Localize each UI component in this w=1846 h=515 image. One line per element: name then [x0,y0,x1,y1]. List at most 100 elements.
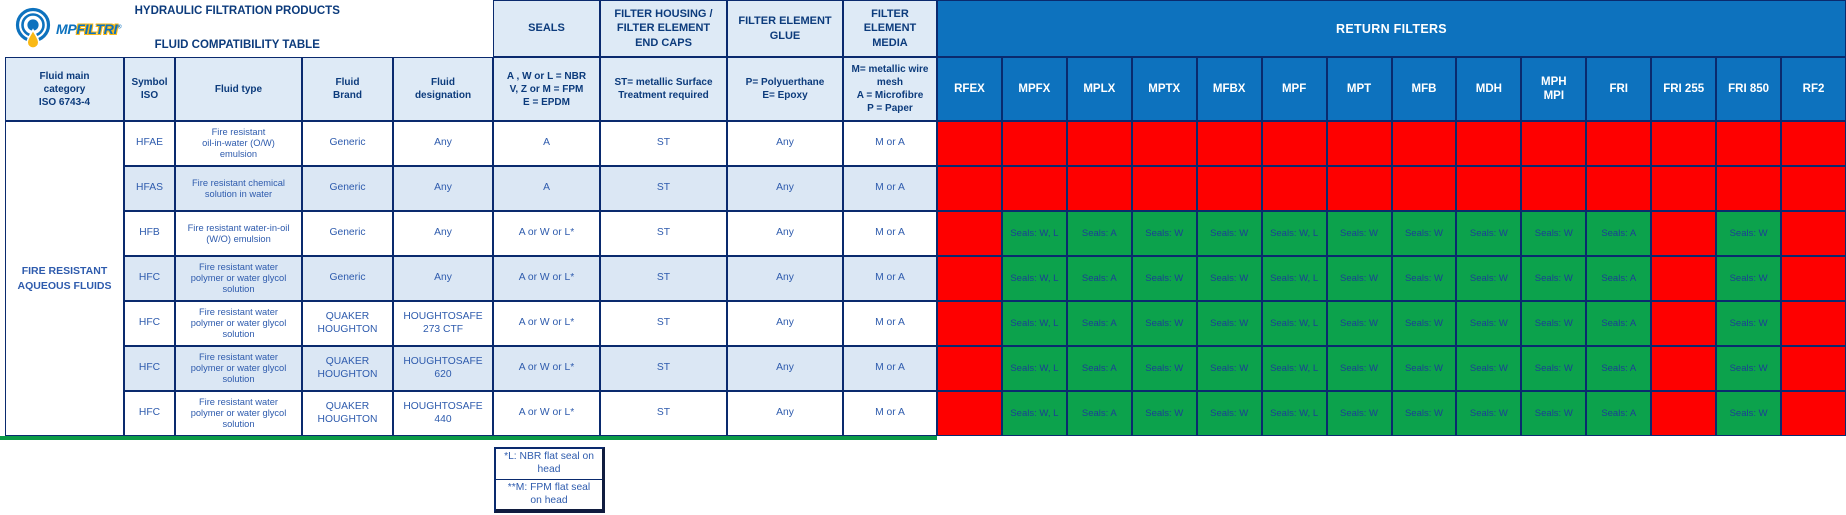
compatibility-cell-compatible: Seals: W [1716,256,1782,301]
compatibility-cell-compatible: Seals: W [1131,211,1197,256]
compatibility-cell-compatible: Seals: A [1066,301,1132,346]
compatibility-cell-compatible: Seals: A [1066,391,1132,436]
cell-media: M or A [843,256,937,301]
column-header-symbol-iso: Symbol ISO [124,57,175,121]
cell-seals: A or W or L* [493,211,600,256]
compatibility-cell-incompatible [937,301,1002,346]
compatibility-cell-compatible: Seals: W [1456,256,1522,301]
compatibility-cell-incompatible [1716,166,1782,211]
compatibility-cell-incompatible [1261,121,1327,166]
compatibility-cell-compatible: Seals: W [1391,391,1457,436]
title-area: MPFILTRI® HYDRAULIC FILTRATION PRODUCTS … [5,0,493,57]
compatibility-cell-incompatible [1001,121,1067,166]
cell-symbol: HFB [124,211,175,256]
compatibility-cell-incompatible [1781,121,1846,166]
compatibility-cell-compatible: Seals: A [1066,256,1132,301]
compatibility-cell-incompatible [1066,121,1132,166]
compatibility-cell-incompatible [1456,166,1522,211]
title-line-2: FLUID COMPATIBILITY TABLE [154,39,320,51]
cell-media: M or A [843,391,937,436]
compatibility-cell-incompatible [1326,121,1392,166]
compatibility-cell-incompatible [937,391,1002,436]
cell-designation: HOUGHTOSAFE 620 [393,346,493,391]
compatibility-cell-compatible: Seals: W [1196,391,1262,436]
cell-brand: Generic [302,256,393,301]
filter-column-header-mdh: MDH [1456,57,1522,121]
cell-end-caps: ST [600,121,727,166]
compatibility-cell-incompatible [1066,166,1132,211]
cell-fluid-type: Fire resistant water polymer or water gl… [175,391,302,436]
compatibility-cell-compatible: Seals: A [1586,211,1652,256]
compatibility-cell-compatible: Seals: W [1521,346,1587,391]
cell-glue: Any [727,391,843,436]
filter-column-header-fri-850: FRI 850 [1716,57,1782,121]
compatibility-cell-compatible: Seals: W, L [1261,346,1327,391]
cell-symbol: HFAE [124,121,175,166]
compatibility-cell-compatible: Seals: W [1521,211,1587,256]
compatibility-cell-compatible: Seals: W [1716,391,1782,436]
compatibility-cell-compatible: Seals: W, L [1261,391,1327,436]
compatibility-cell-compatible: Seals: W, L [1001,391,1067,436]
compatibility-cell-compatible: Seals: A [1066,346,1132,391]
compatibility-cell-incompatible [937,166,1002,211]
cell-fluid-type: Fire resistant water polymer or water gl… [175,256,302,301]
cell-symbol: HFC [124,256,175,301]
mp-filtri-logo-icon [15,7,51,49]
cell-glue: Any [727,256,843,301]
footnote-nbr: *L: NBR flat seal on head [504,451,594,475]
compatibility-cell-compatible: Seals: W [1196,346,1262,391]
cell-brand: QUAKER HOUGHTON [302,391,393,436]
compatibility-cell-compatible: Seals: W, L [1001,256,1067,301]
cell-glue: Any [727,346,843,391]
compatibility-cell-incompatible [1586,166,1652,211]
cell-seals: A or W or L* [493,301,600,346]
footnote-fpm: **M: FPM flat seal on head [496,478,602,510]
compatibility-cell-incompatible [937,346,1002,391]
column-header-category: Fluid main category ISO 6743-4 [5,57,124,121]
compatibility-cell-compatible: Seals: A [1066,211,1132,256]
compatibility-cell-compatible: Seals: W [1391,346,1457,391]
cell-media: M or A [843,121,937,166]
compatibility-cell-incompatible [1651,346,1717,391]
cell-designation: Any [393,166,493,211]
compatibility-cell-compatible: Seals: A [1586,256,1652,301]
compatibility-cell-incompatible [1651,211,1717,256]
cell-designation: Any [393,121,493,166]
compatibility-cell-compatible: Seals: W, L [1001,346,1067,391]
filter-column-header-rfex: RFEX [937,57,1002,121]
compatibility-cell-incompatible [1651,391,1717,436]
compatibility-cell-compatible: Seals: W, L [1001,211,1067,256]
compatibility-cell-incompatible [1781,256,1846,301]
compatibility-cell-incompatible [937,211,1002,256]
compatibility-cell-compatible: Seals: W [1131,301,1197,346]
cell-media: M or A [843,211,937,256]
filter-column-header-mptx: MPTX [1131,57,1197,121]
group-header-glue: FILTER ELEMENT GLUE [727,0,843,57]
table-bottom-green-line [0,436,937,440]
compatibility-cell-compatible: Seals: W [1326,301,1392,346]
filter-column-header-fri: FRI [1586,57,1652,121]
compatibility-cell-compatible: Seals: W [1456,346,1522,391]
compatibility-cell-compatible: Seals: W [1716,346,1782,391]
column-header-fluid-designation: Fluid designation [393,57,493,121]
cell-end-caps: ST [600,346,727,391]
cell-glue: Any [727,166,843,211]
cell-glue: Any [727,211,843,256]
compatibility-cell-compatible: Seals: W [1326,391,1392,436]
compatibility-cell-compatible: Seals: W [1456,391,1522,436]
cell-seals: A or W or L* [493,346,600,391]
compatibility-cell-compatible: Seals: W, L [1261,211,1327,256]
column-header-seals-legend: A , W or L = NBR V, Z or M = FPM E = EPD… [493,57,600,121]
compatibility-cell-incompatible [1001,166,1067,211]
cell-brand: Generic [302,121,393,166]
cell-glue: Any [727,121,843,166]
compatibility-cell-incompatible [1781,301,1846,346]
cell-seals: A or W or L* [493,256,600,301]
compatibility-cell-incompatible [1456,121,1522,166]
compatibility-cell-compatible: Seals: W [1391,211,1457,256]
seal-footnote-box: *L: NBR flat seal on head **M: FPM flat … [494,447,605,514]
cell-glue: Any [727,301,843,346]
compatibility-cell-incompatible [1391,121,1457,166]
cell-end-caps: ST [600,166,727,211]
compatibility-cell-compatible: Seals: W [1391,256,1457,301]
